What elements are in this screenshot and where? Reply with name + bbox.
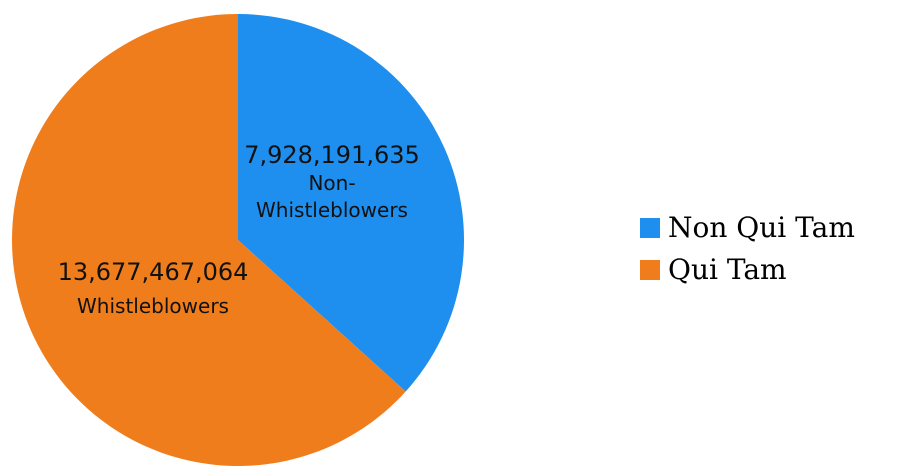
pie-slice-non-qui-tam [238,14,465,392]
slice-category-label-qui-tam-0: Whistleblowers [77,294,229,318]
slice-value-label-qui-tam: 13,677,467,064 [58,258,249,286]
chart-legend: Non Qui Tam Qui Tam [640,207,855,291]
legend-swatch-non-qui-tam [640,218,660,238]
legend-item-non-qui-tam: Non Qui Tam [640,207,855,249]
legend-label-qui-tam: Qui Tam [668,253,787,286]
slice-value-label-non-qui-tam: 7,928,191,635 [244,141,420,169]
pie-slice-qui-tam [12,14,406,466]
legend-item-qui-tam: Qui Tam [640,249,855,291]
legend-label-non-qui-tam: Non Qui Tam [668,211,855,244]
slice-category-label-non-qui-tam-0: Non- [308,171,355,195]
slice-category-label-non-qui-tam-1: Whistleblowers [256,198,408,222]
legend-swatch-qui-tam [640,260,660,280]
